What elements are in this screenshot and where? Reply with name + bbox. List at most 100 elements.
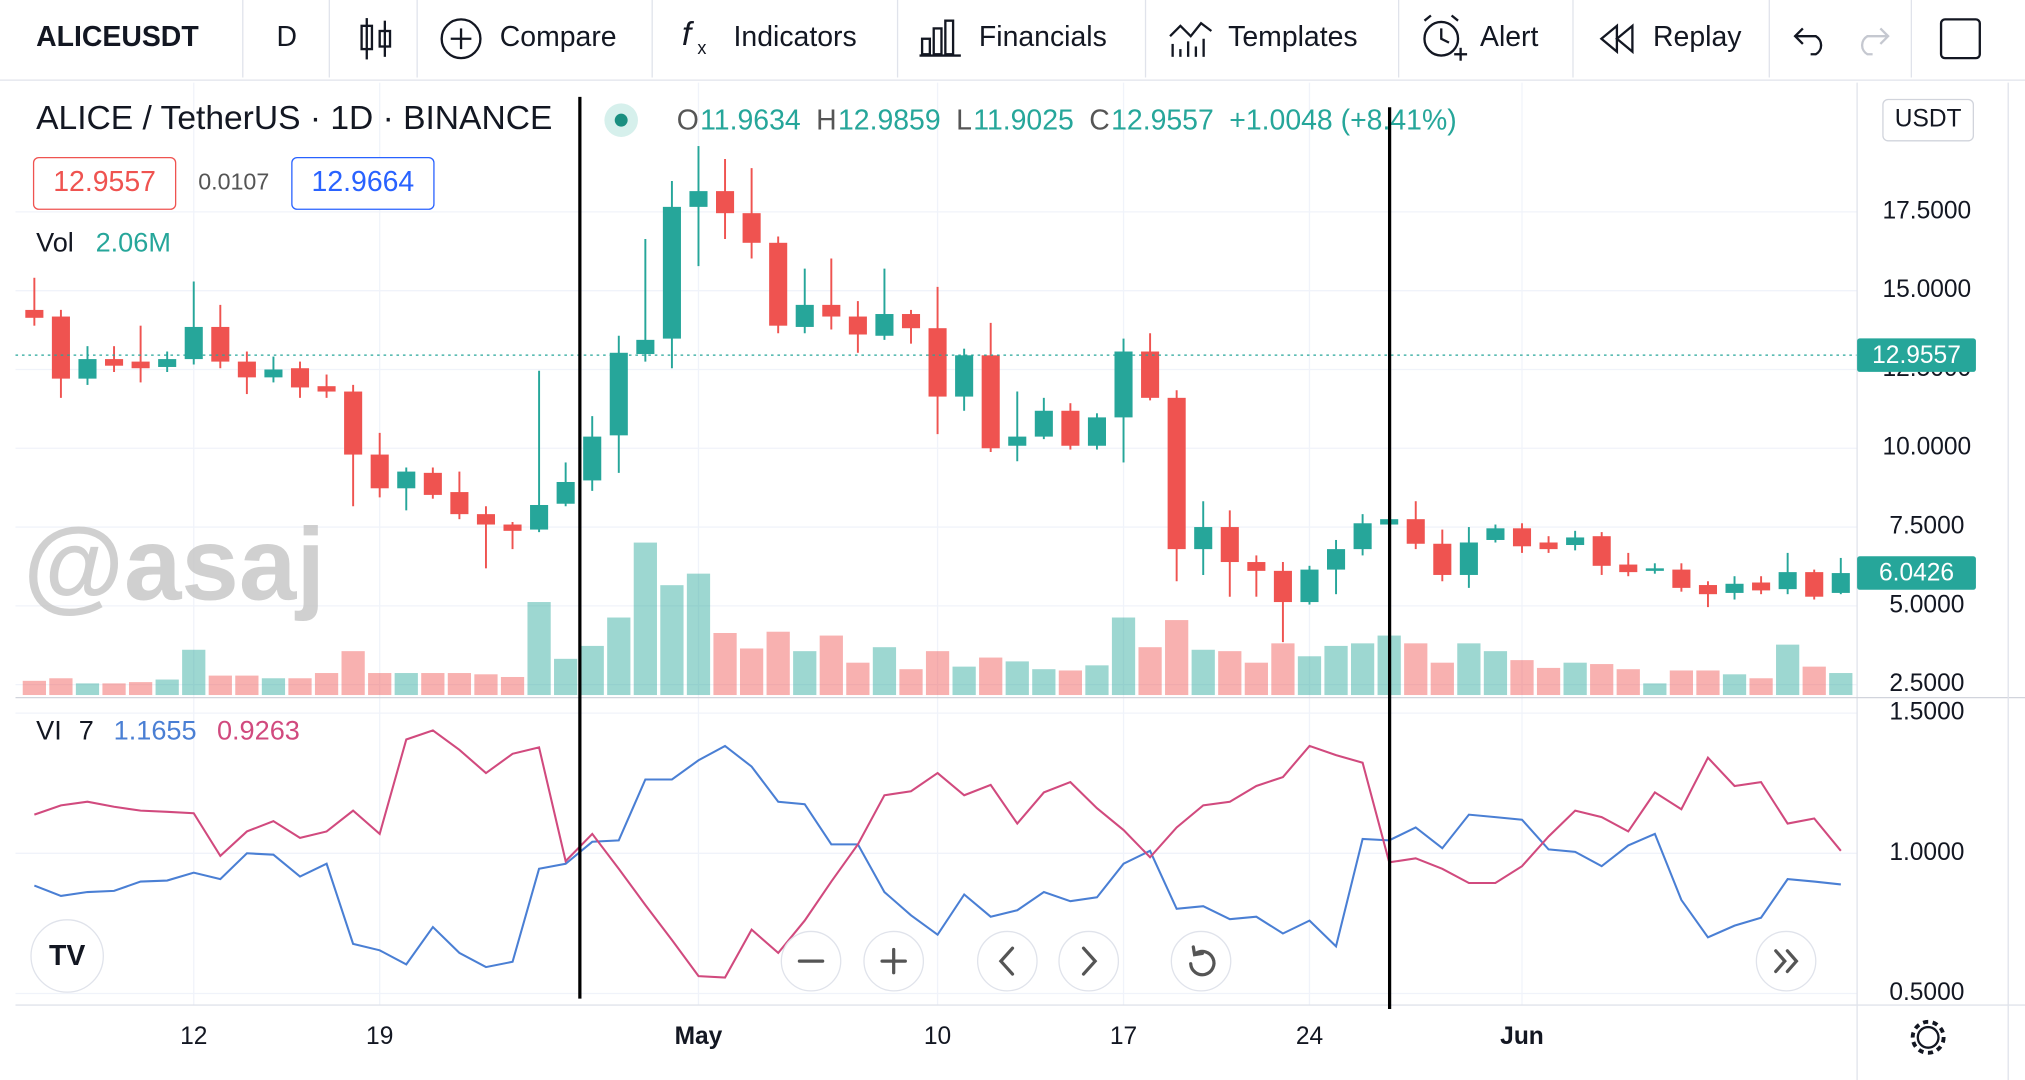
volume-bar [1111,617,1136,696]
chart-style-icon[interactable] [360,18,392,60]
zoom-in-button[interactable] [863,930,925,992]
toolbar-button[interactable]: Alert [1480,21,1539,53]
ask-price[interactable]: 12.9664 [312,166,415,198]
undo-icon[interactable] [1793,27,1823,56]
buy-box[interactable] [291,156,435,210]
volume-bar [607,617,631,696]
indicator-line [33,744,1841,969]
volume-bar [1749,678,1773,696]
scroll-end-button[interactable] [1755,930,1817,992]
candle-body [370,454,389,489]
indicators-icon[interactable]: x [697,38,706,58]
alert-icon[interactable] [1423,14,1468,61]
x-tick-label: Jun [1500,1023,1544,1050]
currency-box[interactable] [1882,98,1974,142]
settings-icon[interactable] [1910,1019,1946,1055]
volume-bar [1457,643,1481,696]
volume-bar [660,585,684,696]
ohlc-key: H [816,104,837,136]
candle-body [1592,536,1611,566]
financials-icon[interactable] [919,19,961,57]
bid-price[interactable]: 12.9557 [53,166,156,198]
volume-bar [474,674,498,696]
y-tick-label: 10.0000 [1883,434,1972,461]
toolbar-button[interactable]: Indicators [734,21,857,53]
candle-body [1539,542,1558,550]
candle-body [1566,537,1585,546]
indicator-value: 0.9263 [217,715,300,746]
volume-bar [925,651,950,696]
candle-body [795,304,814,327]
volume-bar [341,651,365,696]
volume-bar [22,680,46,696]
templates-icon[interactable] [1169,21,1213,57]
candle-body [1406,519,1425,544]
candle-body [901,314,921,329]
x-tick-label: 10 [924,1023,951,1050]
volume-bar [49,678,73,696]
candle-body [848,316,867,335]
interval[interactable]: D [276,21,297,53]
redo-icon[interactable] [1861,27,1890,56]
fullscreen-icon[interactable] [1939,18,1981,60]
volume-bar [1722,674,1747,696]
scroll-left-button[interactable] [976,930,1038,992]
candle-body [583,436,602,481]
volume-label: Vol [36,226,74,257]
y-tick-label: 1.5000 [1889,699,1964,726]
candle-body [1698,585,1718,595]
candle-body [1831,573,1850,593]
candle-body [1327,549,1346,570]
volume-bar [1404,643,1428,696]
toolbar-button[interactable]: Replay [1653,21,1742,53]
candle-body [822,304,841,317]
candle-body [981,355,1000,449]
volume-bar [1696,670,1720,696]
candle-body [1672,569,1691,588]
x-tick-label: 19 [366,1023,393,1050]
replay-icon[interactable] [1599,23,1634,55]
sell-box[interactable] [32,156,177,210]
volume-bar [580,645,604,696]
zoom-out-button[interactable] [780,930,842,992]
candle-body [928,328,947,397]
volume-bar [1032,669,1056,696]
volume-bar [819,635,843,696]
candle-body [955,355,974,397]
currency[interactable]: USDT [1895,106,1962,133]
toolbar-button[interactable]: Financials [979,21,1107,53]
indicator-title: VI [36,715,62,746]
volume-bar [1590,664,1614,696]
symbol[interactable]: ALICEUSDT [36,21,199,53]
candle-body [1273,570,1292,603]
volume-bar [1244,662,1268,696]
volume-bar [1297,656,1322,696]
volume-value: 2.06M [96,226,171,257]
candle-body [344,391,363,455]
volume-bar [554,658,578,696]
reset-button[interactable] [1170,930,1232,992]
price-label: 12.9557 [1872,342,1961,369]
scroll-right-button[interactable] [1058,930,1120,992]
indicator-value: 1.1655 [114,715,197,746]
volume-bar [1165,620,1189,696]
candle-body [1087,417,1107,446]
candle-body [264,369,283,378]
toolbar-button[interactable]: Compare [500,21,617,53]
candle-body [1300,569,1319,603]
tv-logo[interactable]: TV [30,919,104,993]
candle-body [237,361,256,378]
volume-bar [1776,644,1800,696]
volume-bar [1085,665,1109,696]
volume-bar [394,673,418,696]
volume-bar [368,673,392,696]
compare-icon[interactable] [440,18,482,60]
watermark: @asaj [23,506,325,622]
toolbar-button[interactable]: Templates [1228,21,1357,53]
candle-body [1619,564,1638,573]
volume-bar [739,648,764,696]
candle-body [105,359,124,366]
candle-body [1061,410,1080,446]
volume-bar [182,649,206,696]
